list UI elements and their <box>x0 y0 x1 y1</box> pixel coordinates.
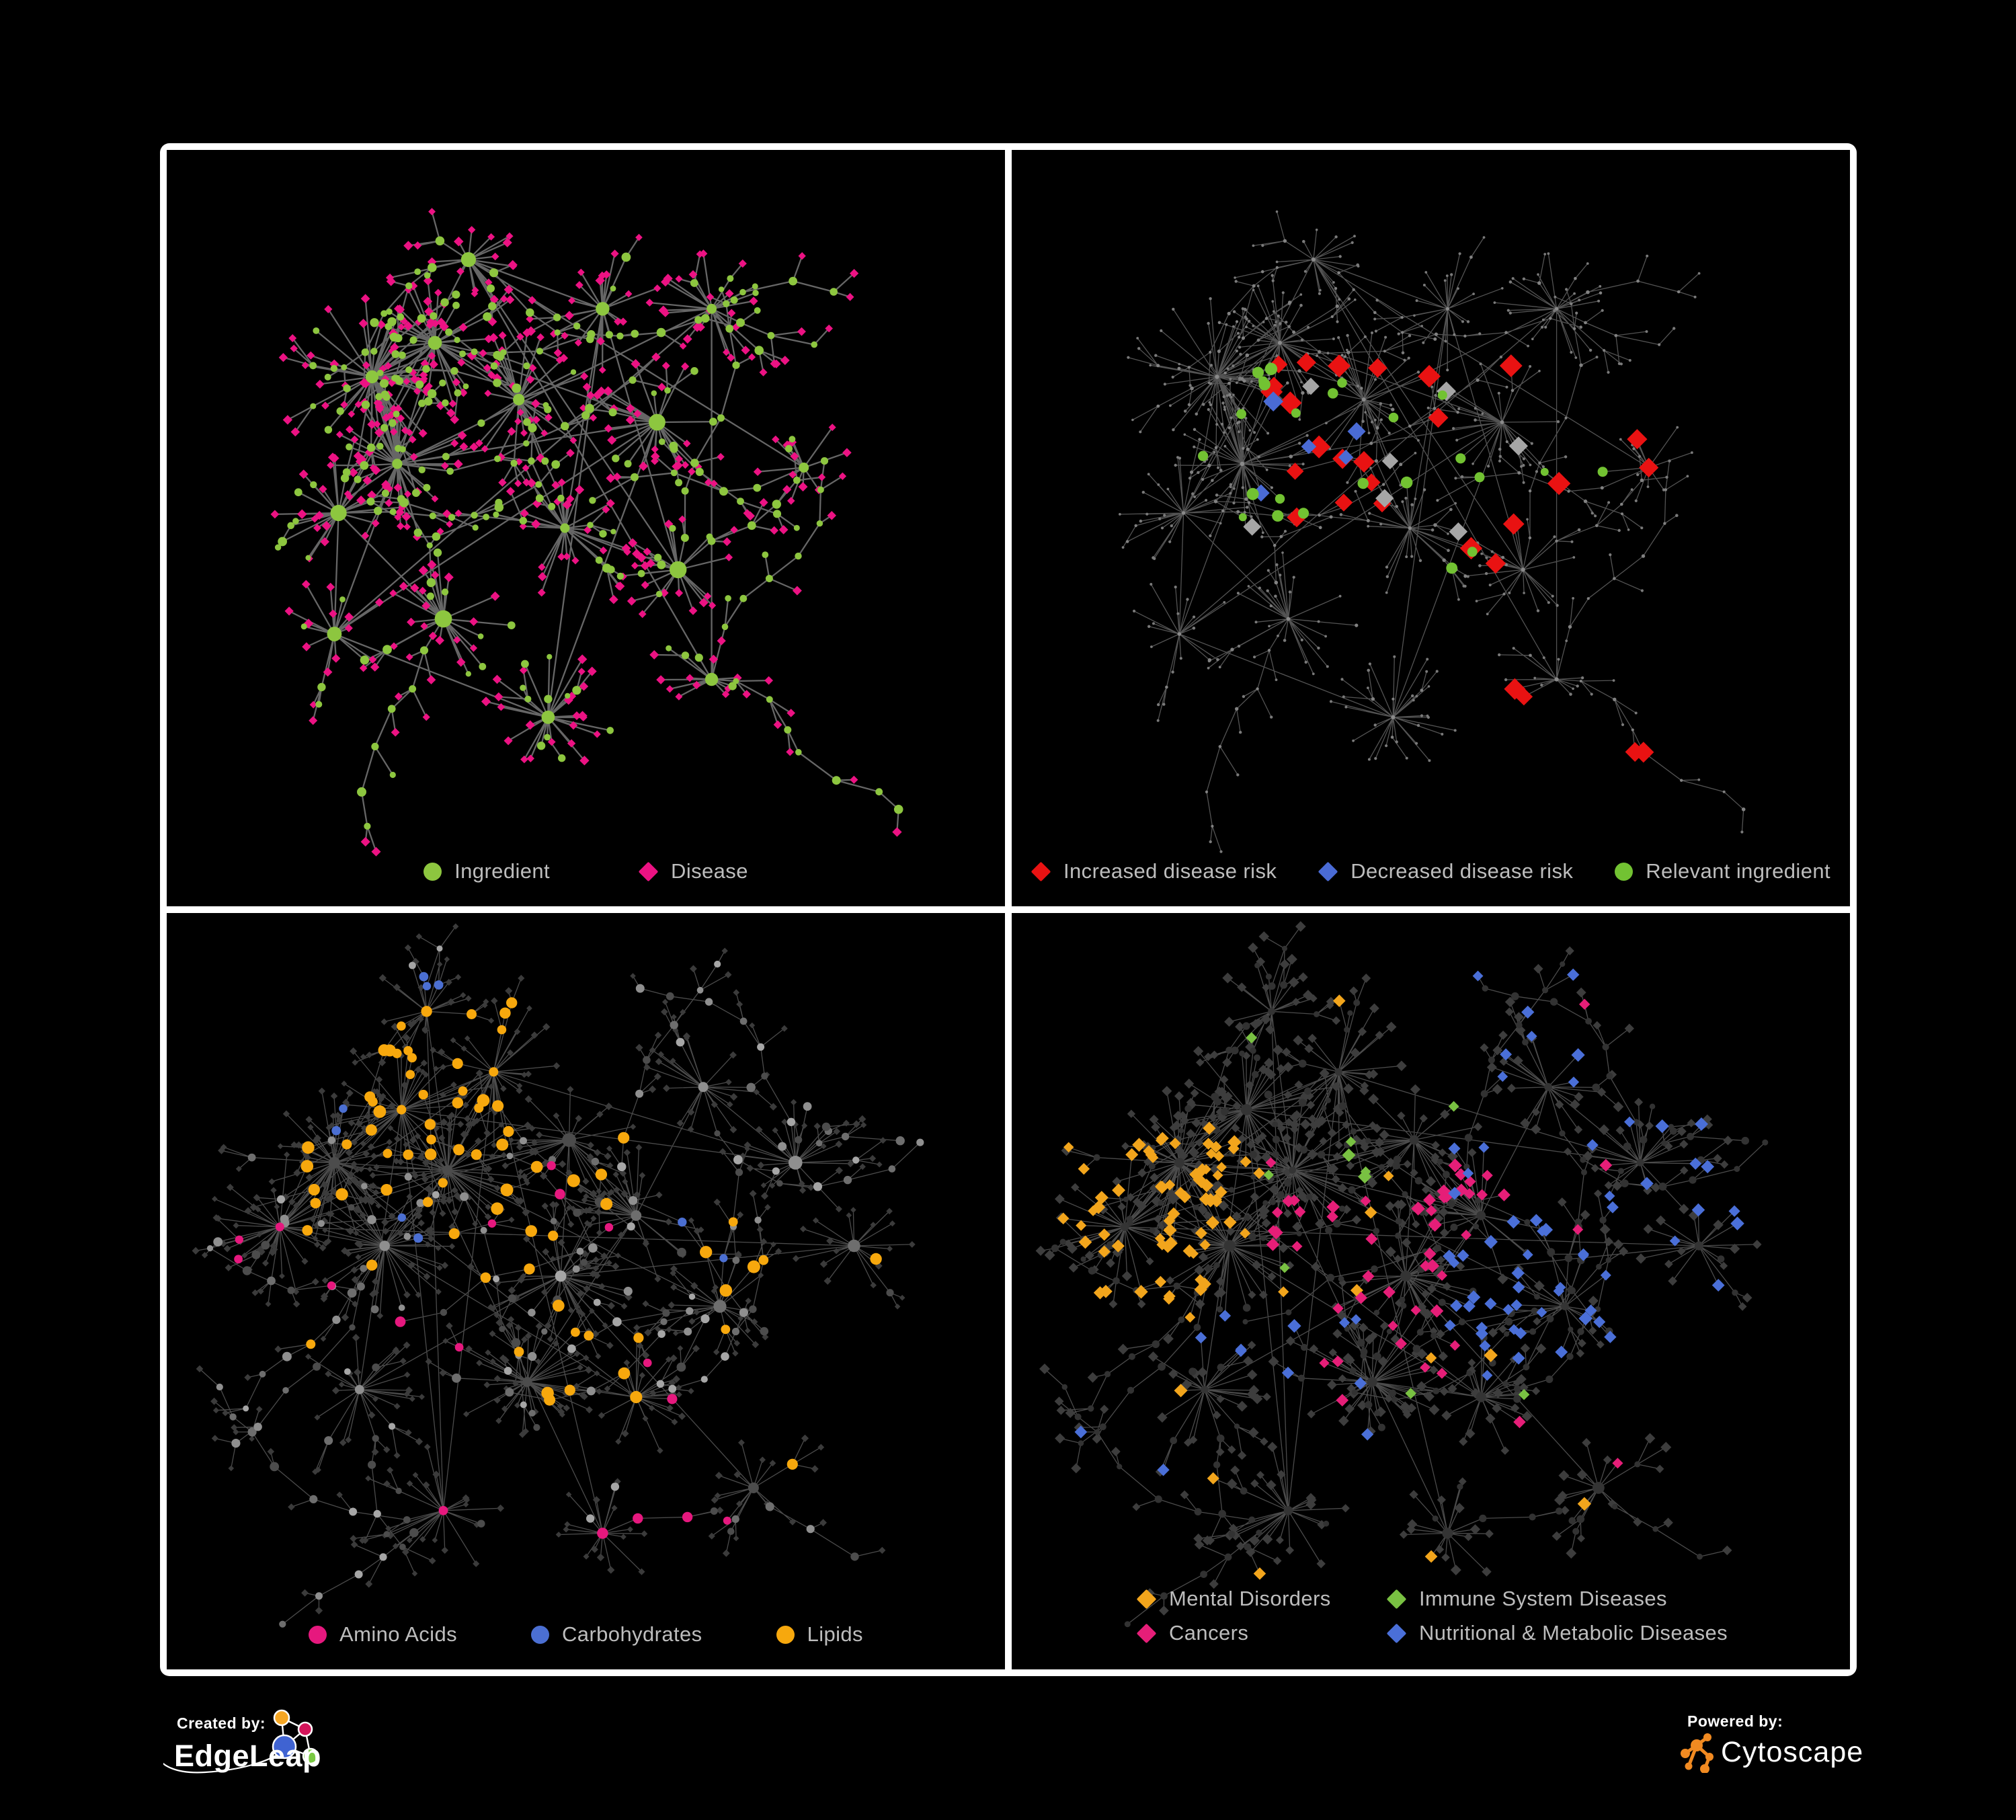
legend-item-carbohydrates: Carbohydrates <box>531 1622 702 1647</box>
legend-item-immune-diseases: Immune System Diseases <box>1386 1587 1728 1611</box>
legend-item-decreased-risk: Decreased disease risk <box>1318 859 1573 883</box>
figure-grid: Ingredient Disease Increased disease ris… <box>160 143 1857 1676</box>
ingredient-marker-icon <box>424 862 442 881</box>
panel-disease-class-network: Mental Disorders Immune System Diseases … <box>1012 913 1850 1669</box>
legend-label: Relevant ingredient <box>1646 859 1830 883</box>
legend-label: Nutritional & Metabolic Diseases <box>1419 1621 1728 1645</box>
legend-item-disease: Disease <box>638 859 748 883</box>
legend-nutrient-classes: Amino Acids Carbohydrates Lipids <box>167 1622 1005 1647</box>
amino-acids-marker-icon <box>309 1625 327 1644</box>
legend-label: Ingredient <box>454 859 551 883</box>
legend-item-ingredient: Ingredient <box>424 859 550 883</box>
cytoscape-logo-icon <box>1681 1733 1713 1773</box>
created-by-label: Created by: <box>177 1714 266 1732</box>
nutrient-class-network-canvas <box>192 923 924 1628</box>
mental-disorders-marker-icon <box>1136 1589 1157 1609</box>
legend-label: Amino Acids <box>339 1622 458 1646</box>
legend-item-mental-disorders: Mental Disorders <box>1136 1587 1387 1611</box>
cytoscape-brand: Cytoscape <box>1721 1735 1864 1768</box>
increased-risk-marker-icon <box>1031 861 1051 881</box>
carbohydrates-marker-icon <box>531 1625 550 1644</box>
relevant-ingredient-marker-icon <box>1615 862 1634 881</box>
legend-label: Lipids <box>807 1622 863 1646</box>
panel-ingredient-disease-network: Ingredient Disease <box>167 150 1005 906</box>
legend-item-relevant-ingredient: Relevant ingredient <box>1615 859 1830 883</box>
disease-marker-icon <box>638 861 659 881</box>
nutritional-metabolic-marker-icon <box>1386 1623 1407 1643</box>
legend-item-nutritional-metabolic: Nutritional & Metabolic Diseases <box>1386 1621 1728 1645</box>
edgeleap-credit: Created by: EdgeLeap <box>163 1706 345 1794</box>
legend-disease-risk: Increased disease risk Decreased disease… <box>1012 859 1850 883</box>
legend-item-lipids: Lipids <box>776 1622 863 1647</box>
legend-label: Immune System Diseases <box>1419 1587 1667 1610</box>
legend-item-cancers: Cancers <box>1136 1621 1387 1645</box>
legend-item-increased-risk: Increased disease risk <box>1031 859 1277 883</box>
immune-diseases-marker-icon <box>1386 1589 1407 1609</box>
legend-label: Disease <box>671 859 748 883</box>
disease-class-network-canvas <box>1035 921 1769 1628</box>
legend-label: Cancers <box>1169 1621 1249 1645</box>
legend-ingredient-disease: Ingredient Disease <box>167 859 1005 883</box>
legend-label: Carbohydrates <box>562 1622 702 1646</box>
legend-disease-classes: Mental Disorders Immune System Diseases … <box>1136 1587 1728 1645</box>
cytoscape-credit: Powered by: Cytoscape <box>1679 1711 1874 1778</box>
panel-nutrient-class-network: Amino Acids Carbohydrates Lipids <box>167 913 1005 1669</box>
decreased-risk-marker-icon <box>1318 861 1338 881</box>
ingredient-disease-network-canvas <box>270 208 903 857</box>
edgeleap-brand: EdgeLeap <box>174 1739 322 1773</box>
legend-label: Decreased disease risk <box>1350 859 1574 883</box>
cancers-marker-icon <box>1136 1623 1157 1643</box>
legend-item-amino-acids: Amino Acids <box>309 1622 457 1647</box>
legend-label: Increased disease risk <box>1063 859 1277 883</box>
edgeleap-logo-icon <box>163 1709 319 1774</box>
panel-disease-risk-network: Increased disease risk Decreased disease… <box>1012 150 1850 906</box>
lipids-marker-icon <box>776 1625 795 1644</box>
disease-risk-network-canvas <box>1119 210 1746 853</box>
legend-label: Mental Disorders <box>1169 1587 1331 1610</box>
powered-by-label: Powered by: <box>1687 1712 1783 1730</box>
